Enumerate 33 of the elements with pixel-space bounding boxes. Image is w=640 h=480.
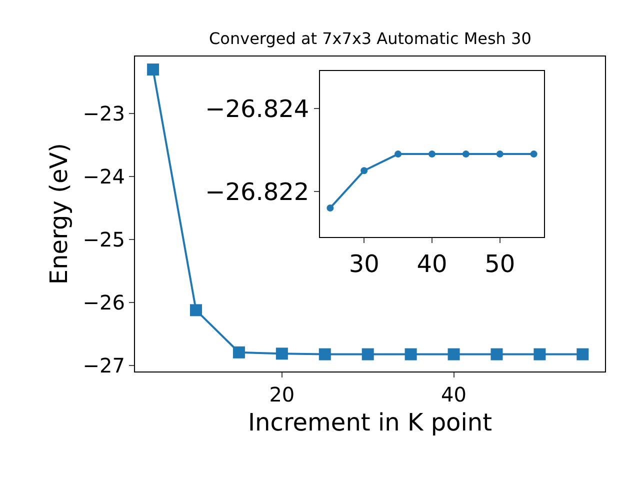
point [394,150,402,158]
y-tick-label: −27 [82,354,125,378]
point [360,167,368,174]
y-tick-label: −24 [82,164,125,189]
point [448,348,460,360]
y-tick-label: −23 [82,102,125,126]
x-tick-label: 30 [348,250,380,278]
point [462,150,470,158]
x-tick-label: 40 [441,382,467,406]
point [534,348,546,360]
point [276,348,288,360]
y-axis-title: Energy (eV) [44,143,73,285]
point [496,150,504,158]
x-tick-label: 40 [416,250,448,278]
point [490,348,503,360]
point [530,150,538,158]
point [190,304,202,316]
point [326,204,334,212]
point [318,348,331,360]
point [404,348,417,360]
point [576,348,589,360]
y-tick-label: −26.824 [205,94,310,123]
point [428,150,436,158]
point [147,64,160,76]
chart-title: Converged at 7x7x3 Automatic Mesh 30 [209,29,532,48]
x-tick-label: 20 [269,382,295,406]
x-tick-label: 50 [484,250,516,278]
y-tick-label: −26 [82,290,125,315]
point [232,346,245,358]
y-tick-label: −26.822 [205,178,310,206]
point [362,348,374,360]
y-tick-label: −25 [82,228,125,252]
x-axis-title: Increment in K point [248,408,492,437]
